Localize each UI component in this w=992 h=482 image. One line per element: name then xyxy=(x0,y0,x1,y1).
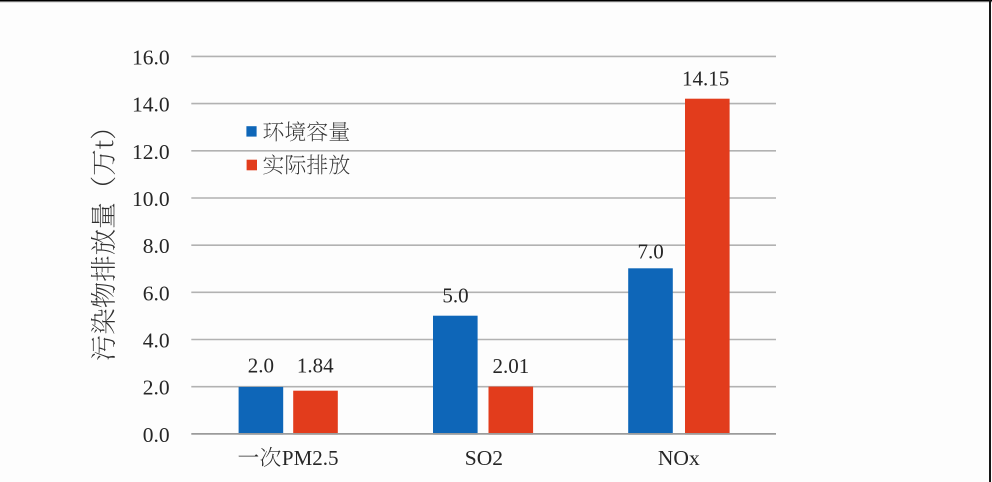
svg-text:14.15: 14.15 xyxy=(682,66,729,90)
svg-text:2.01: 2.01 xyxy=(493,354,530,378)
svg-text:SO2: SO2 xyxy=(465,446,503,470)
svg-text:4.0: 4.0 xyxy=(143,329,170,353)
svg-text:1.84: 1.84 xyxy=(297,353,334,377)
svg-text:16.0: 16.0 xyxy=(132,45,170,69)
svg-text:2.0: 2.0 xyxy=(248,353,274,377)
svg-text:8.0: 8.0 xyxy=(143,234,170,258)
svg-text:2.0: 2.0 xyxy=(143,376,170,400)
svg-text:NOx: NOx xyxy=(658,446,700,470)
svg-text:PM2.5: PM2.5 xyxy=(282,446,339,470)
svg-text:0.0: 0.0 xyxy=(143,423,170,447)
svg-text:5.0: 5.0 xyxy=(442,284,468,308)
svg-text:7.0: 7.0 xyxy=(637,240,663,264)
svg-text:14.0: 14.0 xyxy=(132,93,170,117)
svg-text:12.0: 12.0 xyxy=(132,140,170,164)
svg-text:6.0: 6.0 xyxy=(143,281,170,305)
svg-text:10.0: 10.0 xyxy=(132,187,170,211)
